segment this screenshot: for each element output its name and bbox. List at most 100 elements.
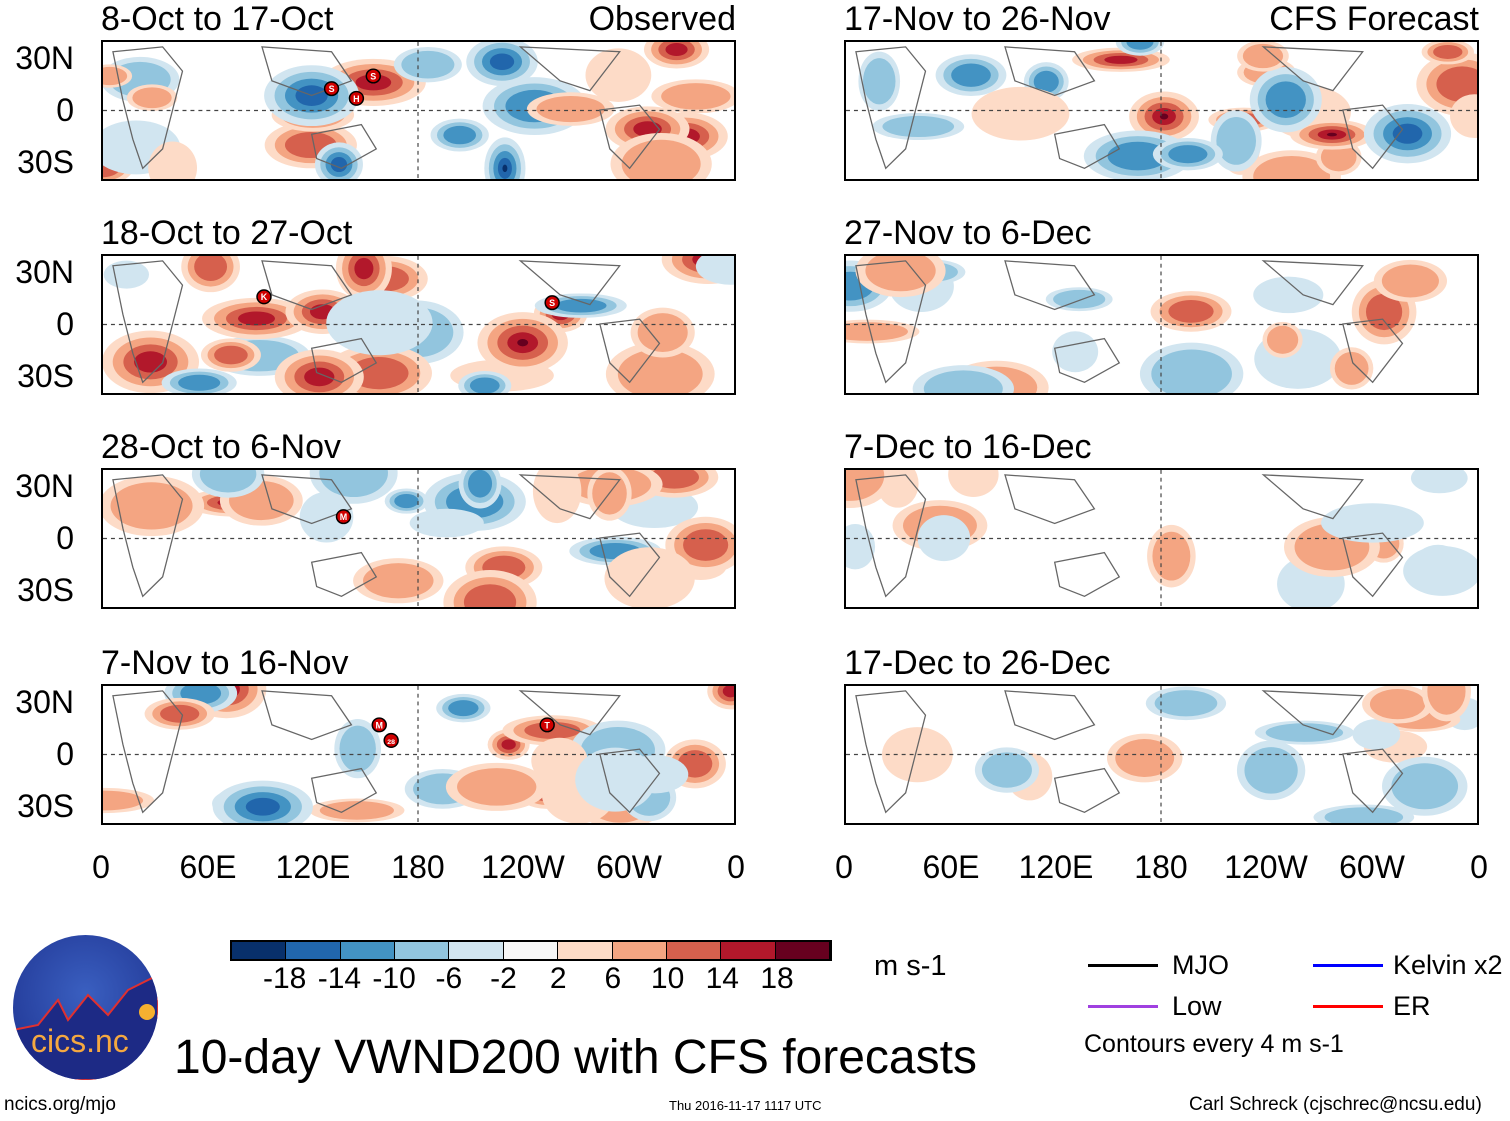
panel-title: 17-Nov to 26-Nov	[844, 0, 1111, 38]
lon-label: 180	[391, 849, 445, 885]
storm-label: M	[376, 720, 383, 730]
coastline	[855, 690, 927, 814]
wind-anomaly-blob	[1115, 42, 1165, 56]
storm-label: M	[340, 512, 347, 522]
legend-label-kelvin: Kelvin x2	[1393, 950, 1503, 980]
lon-label: 0	[92, 849, 110, 885]
storm-label: K	[261, 292, 268, 302]
lat-label: 0	[56, 520, 74, 556]
lon-label: 60W	[1339, 849, 1405, 885]
coastline	[112, 260, 184, 384]
coastline	[1053, 123, 1121, 170]
column-header: CFS Forecast	[1269, 0, 1479, 38]
map-panel: M 28 T	[101, 684, 736, 825]
wind-anomaly-blob	[1210, 110, 1262, 172]
panel-title: 17-Dec to 26-Dec	[844, 644, 1111, 682]
lon-label: 120E	[1018, 849, 1094, 885]
wind-anomaly-blob	[1129, 91, 1199, 142]
colorbar	[230, 940, 832, 961]
wind-anomaly-blob	[1381, 756, 1468, 816]
tropical-cyclone-icon: S	[544, 295, 560, 311]
contour-note: Contours every 4 m s-1	[1084, 1030, 1344, 1058]
lon-label: 120W	[1224, 849, 1308, 885]
wind-anomaly-blob	[384, 488, 429, 514]
wind-anomaly-blob	[1236, 740, 1306, 801]
legend-line-kelvin	[1313, 964, 1383, 967]
wind-anomaly-blob	[466, 42, 538, 87]
panel-title: 8-Oct to 17-Oct	[101, 0, 334, 38]
colorbar-swatch	[503, 942, 559, 959]
wind-anomaly-blob	[353, 558, 444, 604]
wind-anomaly-blob	[200, 338, 261, 372]
colorbar-tick-label: -2	[490, 962, 517, 995]
lon-label: 180	[1134, 849, 1188, 885]
coastline	[518, 690, 621, 736]
wind-anomaly-blob	[974, 747, 1039, 793]
wind-anomaly-blob	[309, 798, 405, 823]
footer-link[interactable]: ncics.org/mjo	[4, 1094, 116, 1115]
wind-anomaly-blob	[436, 693, 491, 723]
wind-anomaly-blob	[1045, 287, 1113, 312]
lon-label: 0	[727, 849, 745, 885]
coastline	[855, 260, 927, 384]
coastline	[1004, 474, 1096, 525]
lon-label: 120E	[275, 849, 351, 885]
panel-title: 18-Oct to 27-Oct	[101, 214, 353, 252]
wind-anomaly-blob	[103, 260, 150, 289]
wind-anomaly-blob	[1403, 546, 1477, 596]
coastline	[1004, 260, 1096, 311]
lat-label: 0	[56, 736, 74, 772]
colorbar-swatch	[775, 942, 830, 959]
wind-anomaly-blob	[1290, 119, 1374, 150]
wind-anomaly-blob	[430, 118, 489, 152]
logo-text: cics.nc	[31, 1023, 129, 1059]
colorbar-swatch	[340, 942, 396, 959]
wind-anomaly-blob	[1106, 733, 1183, 783]
lat-label: 30S	[17, 144, 74, 180]
panel-title: 28-Oct to 6-Nov	[101, 428, 341, 466]
colorbar-swatch	[612, 942, 667, 959]
lat-label: 30N	[15, 40, 74, 76]
colorbar-swatch	[232, 942, 287, 959]
lat-label: 0	[56, 92, 74, 128]
wind-anomaly-blob	[458, 371, 512, 393]
coastline	[518, 474, 621, 520]
coastline	[518, 46, 621, 92]
colorbar-tick-label: 6	[604, 962, 622, 995]
colorbar-tick-label: 18	[760, 962, 794, 995]
wind-anomaly-blob	[144, 697, 215, 730]
lat-label: 30S	[17, 572, 74, 608]
map-panel	[844, 684, 1479, 825]
wind-anomaly-blob	[971, 86, 1070, 141]
tropical-cyclone-icon: K	[256, 289, 272, 305]
wind-anomaly-blob	[458, 470, 502, 509]
cics-logo: cics.nc	[13, 935, 158, 1080]
wind-anomaly-blob	[212, 780, 313, 823]
wind-anomaly-blob	[443, 570, 537, 607]
coastline	[1342, 532, 1404, 598]
wind-anomaly-blob	[575, 747, 656, 812]
wind-anomaly-blob	[1237, 42, 1289, 72]
tropical-cyclone-icon: M	[335, 509, 352, 525]
coastline	[310, 551, 378, 598]
lon-label: 120W	[481, 849, 565, 885]
coastline	[599, 104, 661, 170]
wind-anomaly-blob	[532, 470, 582, 524]
wind-anomaly-blob	[610, 132, 712, 179]
coastline	[1261, 690, 1364, 736]
coastline	[855, 474, 927, 598]
tropical-cyclone-icon: T	[539, 717, 555, 733]
wind-anomaly-blob	[526, 92, 615, 126]
coastline	[310, 123, 378, 170]
wind-anomaly-blob	[103, 64, 133, 88]
wind-anomaly-blob	[1313, 804, 1415, 823]
colorbar-tick-label: 2	[549, 962, 567, 995]
legend-line-low	[1088, 1005, 1158, 1008]
panel-title: 7-Nov to 16-Nov	[101, 644, 349, 682]
map-panel	[844, 468, 1479, 609]
wind-anomaly-blob	[103, 475, 205, 537]
lat-label: 30S	[17, 358, 74, 394]
lat-label: 30N	[15, 684, 74, 720]
column-header: Observed	[588, 0, 736, 38]
footer-timestamp: Thu 2016-11-17 1117 UTC	[669, 1098, 822, 1113]
